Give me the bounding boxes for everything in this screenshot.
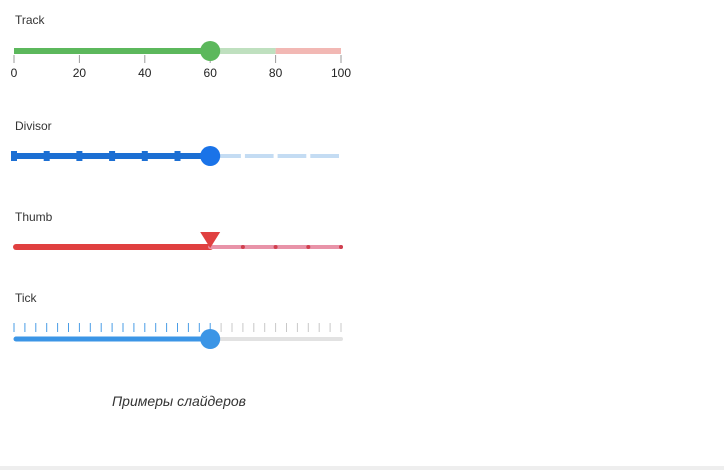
track-tick-label: 80	[269, 66, 283, 80]
divisor-mark	[43, 151, 50, 161]
track-active-segment	[14, 48, 211, 54]
track-remaining-segment	[275, 48, 341, 54]
divisor-slider-svg[interactable]	[0, 142, 360, 170]
thumb-slider-label: Thumb	[15, 210, 53, 224]
divisor-mark	[76, 151, 83, 161]
divisor-slider-thumb[interactable]	[200, 146, 221, 166]
track-slider[interactable]: 0 20 40 60 80 100	[0, 36, 360, 84]
track-tick-label: 20	[73, 66, 87, 80]
tick-slider-label: Tick	[15, 291, 37, 305]
track-tick-label: 100	[331, 66, 351, 80]
caption: Примеры слайдеров	[112, 393, 246, 409]
thumb-dot	[273, 245, 278, 249]
thumb-dot	[240, 245, 245, 249]
track-tick-label: 0	[11, 66, 18, 80]
tick-slider-svg[interactable]	[0, 318, 360, 354]
divisor-gap	[273, 153, 278, 159]
track-slider-thumb[interactable]	[200, 41, 221, 61]
thumb-dot	[306, 245, 311, 249]
track-tick-label: 40	[138, 66, 152, 80]
divisor-mark	[141, 151, 148, 161]
track-tick-label: 60	[204, 66, 218, 80]
thumb-slider-svg[interactable]	[0, 230, 360, 258]
divisor-slider[interactable]	[0, 142, 360, 170]
thumb-triangle-icon[interactable]	[200, 232, 221, 248]
thumb-dot	[339, 245, 343, 249]
divisor-gap	[240, 153, 245, 159]
track-slider-svg[interactable]: 0 20 40 60 80 100	[0, 36, 360, 84]
tick-slider[interactable]	[0, 318, 360, 354]
tick-slider-thumb[interactable]	[200, 329, 221, 349]
thumb-slider[interactable]	[0, 230, 360, 258]
divisor-slider-label: Divisor	[15, 119, 52, 133]
track-secondary-segment	[210, 48, 276, 54]
divisor-mark	[174, 151, 181, 161]
divisor-mark	[11, 151, 17, 161]
bottom-divider	[0, 466, 724, 470]
divisor-gap	[339, 153, 343, 159]
track-slider-label: Track	[15, 13, 45, 27]
divisor-gap	[306, 153, 311, 159]
divisor-mark	[109, 151, 116, 161]
